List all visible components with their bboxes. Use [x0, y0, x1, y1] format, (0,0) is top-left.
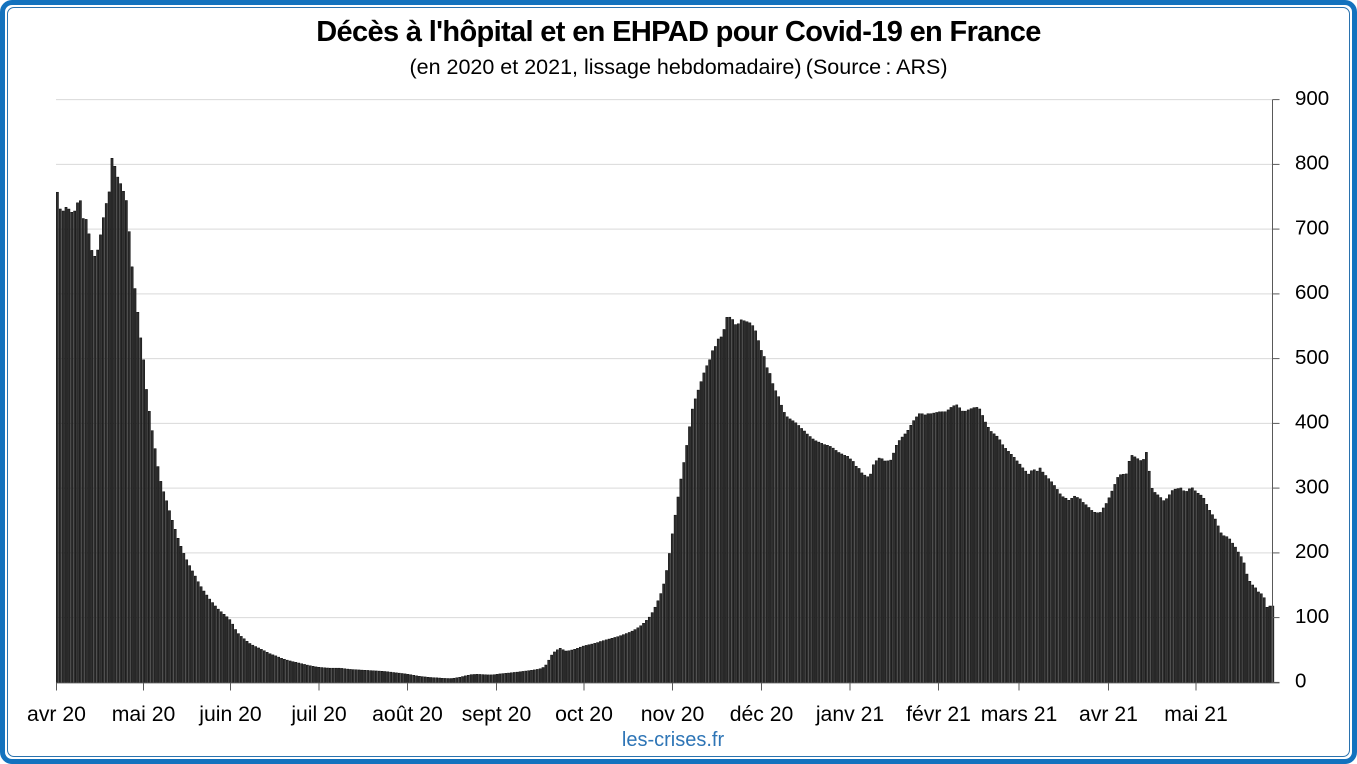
svg-text:mai 21: mai 21	[1164, 703, 1228, 726]
svg-text:300: 300	[1295, 475, 1329, 498]
svg-text:900: 900	[1295, 87, 1329, 110]
svg-text:400: 400	[1295, 411, 1329, 434]
svg-text:800: 800	[1295, 152, 1329, 175]
svg-text:oct 20: oct 20	[555, 703, 613, 726]
svg-text:déc 20: déc 20	[730, 703, 794, 726]
svg-text:avr 20: avr 20	[27, 703, 86, 726]
svg-text:janv 21: janv 21	[815, 703, 884, 726]
svg-text:août 20: août 20	[372, 703, 443, 726]
svg-text:0: 0	[1295, 670, 1306, 693]
svg-text:juin 20: juin 20	[198, 703, 261, 726]
svg-text:700: 700	[1295, 216, 1329, 239]
svg-text:mai 20: mai 20	[112, 703, 176, 726]
svg-text:févr 21: févr 21	[906, 703, 971, 726]
svg-text:200: 200	[1295, 540, 1329, 563]
svg-text:500: 500	[1295, 346, 1329, 369]
svg-text:avr 21: avr 21	[1079, 703, 1138, 726]
svg-text:nov 20: nov 20	[641, 703, 705, 726]
svg-text:600: 600	[1295, 281, 1329, 304]
svg-text:mars 21: mars 21	[981, 703, 1058, 726]
svg-text:juil 20: juil 20	[290, 703, 346, 726]
svg-text:100: 100	[1295, 605, 1329, 628]
svg-text:sept 20: sept 20	[462, 703, 532, 726]
